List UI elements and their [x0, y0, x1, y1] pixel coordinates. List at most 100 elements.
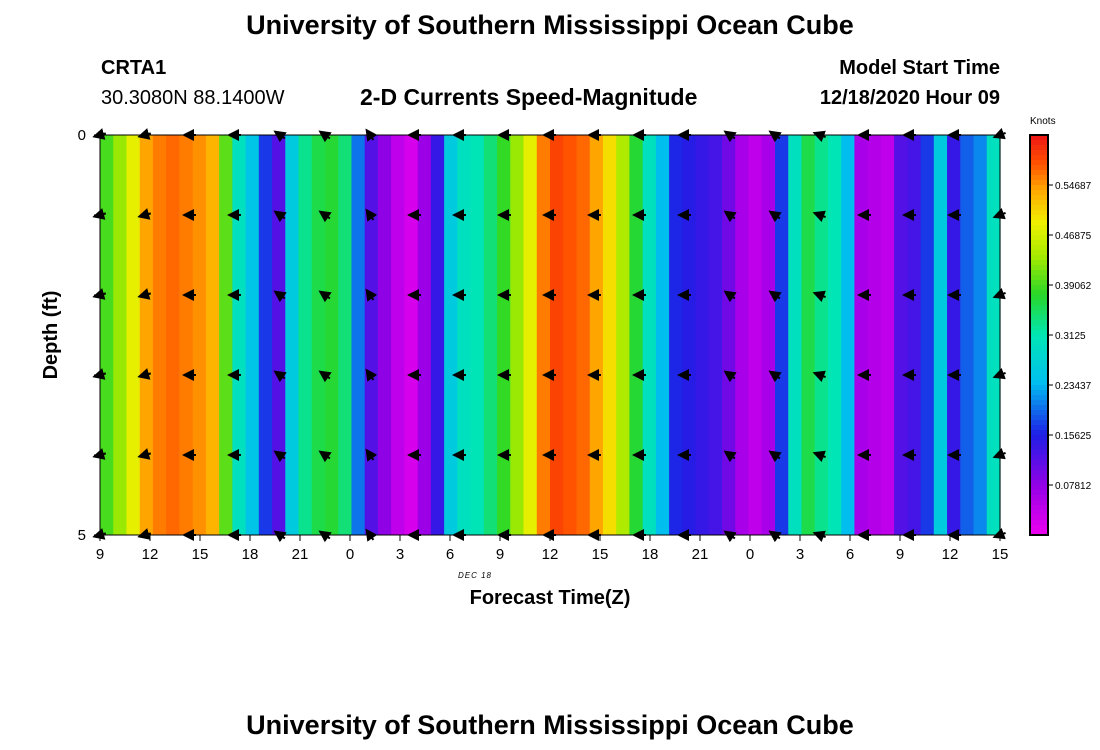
current-arrow — [137, 208, 152, 220]
colorbar-segment — [1030, 320, 1048, 326]
heatmap-cell — [219, 135, 233, 535]
x-tick-label: 21 — [292, 546, 309, 563]
heatmap-cell — [126, 135, 141, 535]
colorbar-segment — [1030, 270, 1048, 276]
current-arrow — [318, 210, 332, 223]
colorbar-segment — [1030, 245, 1048, 251]
colorbar-segment — [1030, 340, 1048, 346]
current-arrow — [318, 290, 332, 303]
heatmap-cell — [708, 135, 723, 535]
colorbar-segment — [1030, 170, 1048, 176]
colorbar-segment — [1030, 515, 1048, 521]
colorbar-segment — [1030, 290, 1048, 296]
colorbar-segment — [1030, 530, 1048, 536]
x-tick-label: 12 — [142, 546, 159, 563]
colorbar-tick-label: 0.54687 — [1055, 181, 1092, 192]
heatmap-cell — [550, 135, 564, 535]
heatmap-cell — [377, 135, 392, 535]
station-coordinates: 30.3080N 88.1400W — [101, 87, 285, 109]
colorbar-segment — [1030, 310, 1048, 316]
colorbar-segment — [1030, 285, 1048, 291]
colorbar-segment — [1030, 255, 1048, 261]
heatmap-cell — [483, 135, 498, 535]
x-tick-label: 9 — [496, 546, 504, 563]
heatmap-cell — [179, 135, 194, 535]
heatmap-cell — [430, 135, 445, 535]
colorbar-segment — [1030, 495, 1048, 501]
colorbar-segment — [1030, 470, 1048, 476]
colorbar-segment — [1030, 365, 1048, 371]
x-axis-label: Forecast Time(Z) — [470, 587, 631, 609]
current-arrow — [273, 370, 287, 383]
colorbar-segment — [1030, 380, 1048, 386]
heatmap-cell — [325, 135, 339, 535]
colorbar-segment — [1030, 210, 1048, 216]
heatmap-cell — [880, 135, 895, 535]
heatmap-cell — [616, 135, 631, 535]
heatmap-cell — [801, 135, 816, 535]
heatmap-cell — [589, 135, 604, 535]
current-arrow — [723, 290, 737, 303]
colorbar-segment — [1030, 240, 1048, 246]
colorbar-tick-label: 0.46875 — [1055, 231, 1092, 242]
heatmap-cell — [285, 135, 300, 535]
heatmap-cell — [497, 135, 511, 535]
heatmap-cell — [536, 135, 551, 535]
x-tick-label: 3 — [396, 546, 404, 563]
colorbar-segment — [1030, 295, 1048, 301]
heatmap-cell — [669, 135, 683, 535]
x-tick-label: 0 — [346, 546, 354, 563]
heatmap-cell — [695, 135, 710, 535]
colorbar-segment — [1030, 415, 1048, 421]
heatmap-cell — [814, 135, 829, 535]
heatmap-cell — [920, 135, 935, 535]
colorbar-segment — [1030, 190, 1048, 196]
x-tick-label: 12 — [542, 546, 559, 563]
colorbar-unit: Knots — [1030, 116, 1056, 127]
colorbar-segment — [1030, 265, 1048, 271]
colorbar-segment — [1030, 405, 1048, 411]
y-axis-label: Depth (ft) — [40, 291, 62, 380]
heatmap-cell — [192, 135, 207, 535]
colorbar-segment — [1030, 205, 1048, 211]
colorbar-segment — [1030, 450, 1048, 456]
colorbar-segment — [1030, 370, 1048, 376]
heatmap-cell — [775, 135, 789, 535]
x-tick-label: 6 — [446, 546, 454, 563]
current-arrow — [137, 368, 152, 380]
colorbar-segment — [1030, 135, 1048, 141]
heatmap-cell — [417, 135, 432, 535]
colorbar-segment — [1030, 440, 1048, 446]
heatmap-cells — [100, 135, 1001, 535]
colorbar-segment — [1030, 480, 1048, 486]
current-arrow — [812, 210, 826, 223]
heatmap-cell — [576, 135, 591, 535]
colorbar-segment — [1030, 395, 1048, 401]
y-axis: 05 — [78, 127, 100, 544]
y-tick-label: 0 — [78, 127, 86, 144]
x-tick-label: 12 — [942, 546, 959, 563]
colorbar-segment — [1030, 195, 1048, 201]
colorbar-segment — [1030, 360, 1048, 366]
current-arrow — [365, 448, 378, 462]
model-start-label: Model Start Time — [839, 57, 1000, 79]
colorbar-segment — [1030, 400, 1048, 406]
colorbar-segment — [1030, 410, 1048, 416]
colorbar-segment — [1030, 510, 1048, 516]
current-arrow — [768, 290, 782, 303]
heatmap-cell — [722, 135, 736, 535]
colorbar-segment — [1030, 355, 1048, 361]
current-arrow — [812, 370, 826, 383]
colorbar-segment — [1030, 455, 1048, 461]
heatmap-cell — [960, 135, 975, 535]
heatmap-cell — [933, 135, 948, 535]
colorbar-segment — [1030, 305, 1048, 311]
chart-title: 2-D Currents Speed-Magnitude — [360, 84, 698, 110]
colorbar-segment — [1030, 420, 1048, 426]
colorbar-segment — [1030, 485, 1048, 491]
heatmap-cell — [272, 135, 286, 535]
current-arrow — [273, 210, 287, 223]
heatmap-cell — [391, 135, 406, 535]
colorbar-segment — [1030, 200, 1048, 206]
